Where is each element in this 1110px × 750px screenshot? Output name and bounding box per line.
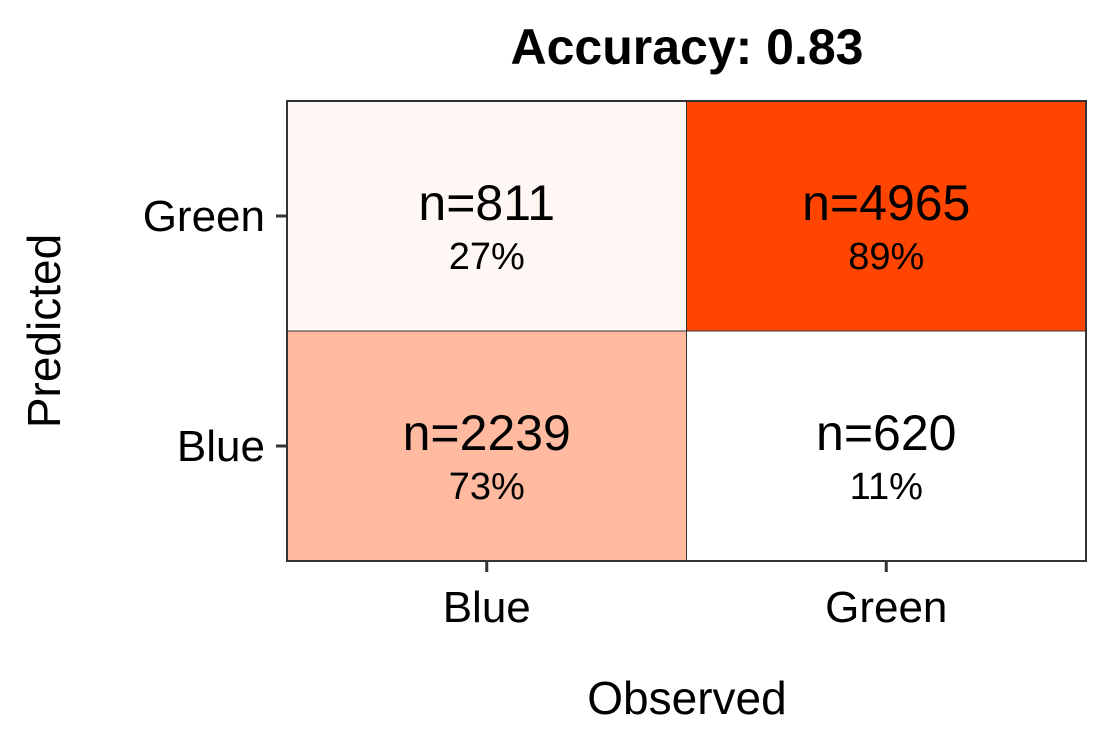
y-axis-tick-label: Blue (177, 422, 265, 471)
y-axis-title: Predicted (18, 234, 70, 428)
x-axis-tick-label: Blue (443, 583, 531, 632)
axes: Blue Green Blue Green (143, 192, 948, 632)
y-axis-tick-label: Green (143, 192, 265, 241)
cell-percent-label: 89% (848, 236, 924, 278)
cell-count-label: n=811 (418, 175, 555, 231)
cell-count-label: n=620 (816, 405, 956, 461)
heatmap-cells: n=811 27% n=4965 89% n=2239 73% n=620 11% (286, 100, 1087, 562)
cell-percent-label: 27% (449, 236, 525, 278)
cell-percent-label: 73% (449, 466, 525, 508)
heatmap-cell-green-blue (686, 330, 1087, 562)
cell-percent-label: 11% (850, 466, 923, 508)
x-axis-title: Observed (587, 672, 786, 724)
heatmap-cell-blue-blue (286, 330, 687, 562)
heatmap-cell-blue-green (286, 100, 687, 332)
heatmap-cell-green-green (686, 100, 1087, 332)
cell-count-label: n=2239 (403, 405, 571, 461)
chart-title: Accuracy: 0.83 (510, 19, 863, 75)
panel-border (286, 100, 1087, 562)
cell-count-label: n=4965 (802, 175, 970, 231)
x-axis-tick-label: Green (825, 583, 947, 632)
